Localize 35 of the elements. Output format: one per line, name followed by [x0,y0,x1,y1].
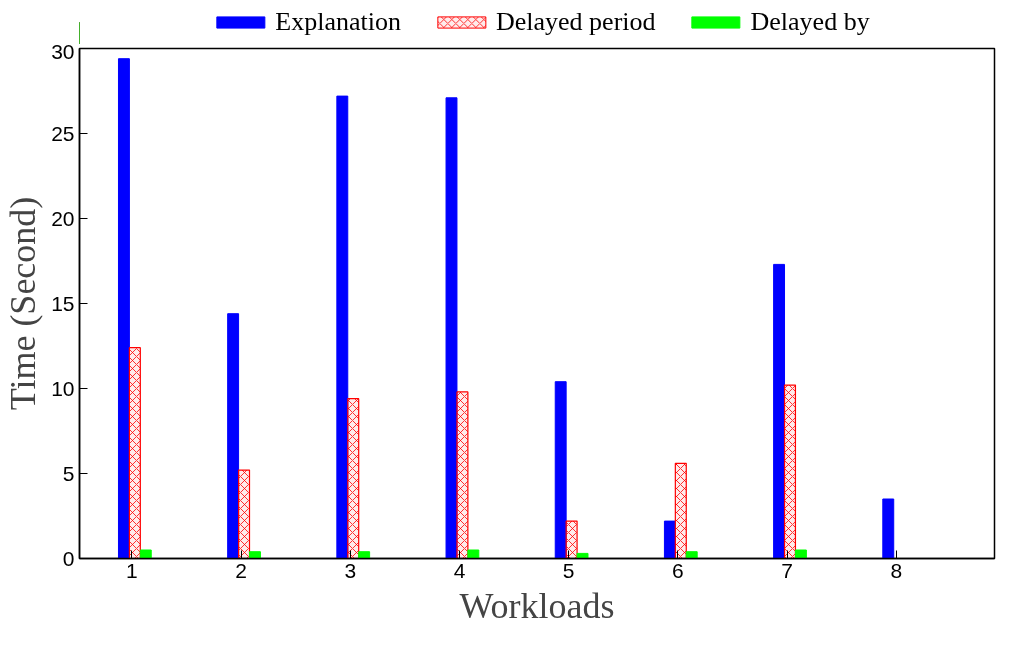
x-axis-title: Workloads [459,585,615,626]
x-tick-label: 8 [890,558,903,582]
legend-label: Explanation [275,7,401,37]
bar [554,381,567,559]
x-tick-label: 7 [781,558,793,582]
y-tick-label: 25 [51,121,75,145]
y-axis-title: Time (Second) [3,196,44,411]
legend-label: Delayed period [495,7,656,37]
bar [227,313,240,559]
bar [336,95,349,559]
y-tick-label: 5 [62,461,75,485]
bar [249,551,261,559]
y-tick-label: 30 [51,39,75,63]
bar [139,549,152,559]
y-tick-label: 0 [62,546,75,570]
bar [467,549,480,559]
bar [358,551,371,559]
bar [882,498,895,559]
legend-label: Delayed by [750,7,870,37]
bar [663,520,676,559]
x-tick-label: 1 [126,558,138,582]
x-tick-label: 6 [672,558,684,582]
x-tick-label: 5 [562,558,575,582]
bar [576,552,589,559]
x-tick-label: 3 [344,558,357,582]
y-tick-label: 10 [51,376,75,400]
y-tick-label: 20 [51,206,75,230]
bar [773,263,786,559]
bar [117,58,130,559]
y-tick-label: 15 [51,291,75,315]
x-tick-label: 2 [235,558,247,582]
bar [794,549,807,559]
x-tick-label: 4 [453,558,466,582]
bar [685,551,698,559]
bar [445,97,458,559]
